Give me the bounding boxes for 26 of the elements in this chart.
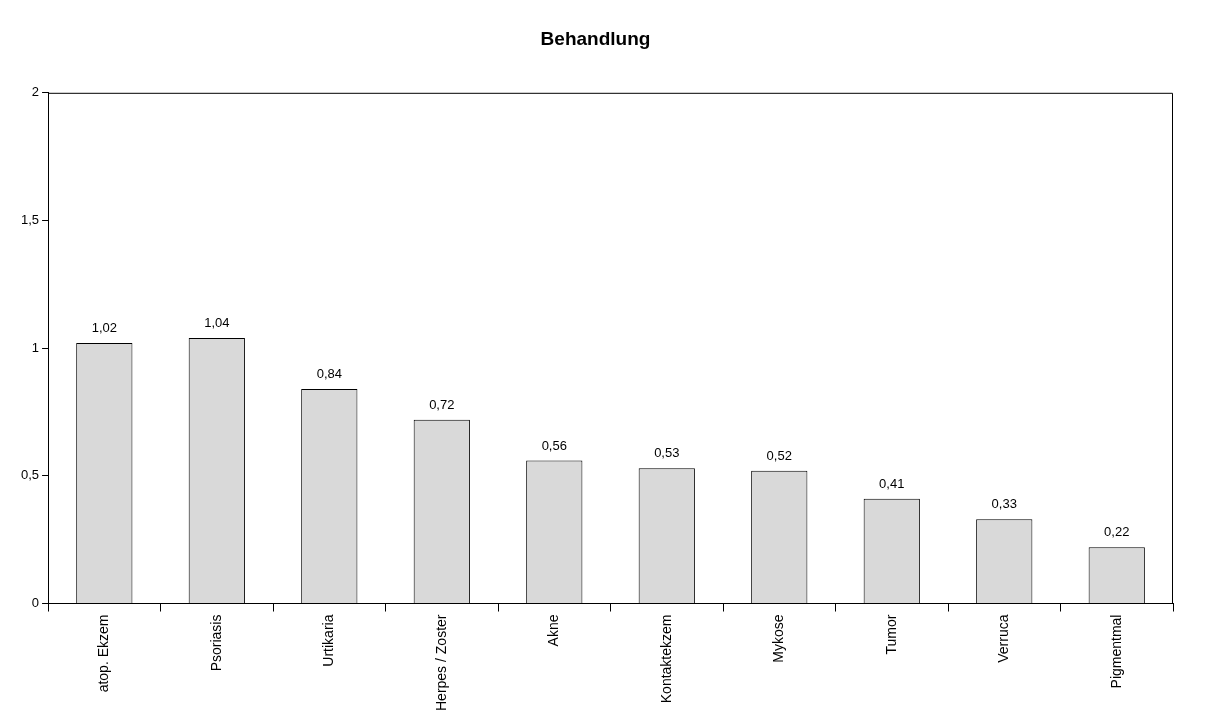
x-tick-label: Kontaktekzem (657, 614, 674, 704)
x-tick-label: Mykose (770, 614, 787, 663)
x-tick-label: Herpes / Zoster (432, 614, 449, 712)
x-tick-label: atop. Ekzem (95, 614, 112, 693)
x-tick-label: Akne (545, 614, 562, 647)
data-label: 0,56 (541, 437, 567, 453)
x-tick-label: Pigmentmal (1107, 614, 1124, 689)
y-tick-label: 1 (31, 339, 40, 355)
data-label: 0,33 (991, 496, 1017, 512)
x-tick-label: Psoriasis (207, 614, 224, 672)
y-tick-label: 0,5 (20, 467, 40, 483)
data-label: 1,02 (91, 320, 117, 336)
data-label: 0,41 (879, 475, 905, 491)
y-tick-label: 1,5 (20, 212, 40, 228)
x-tick-label: Verruca (995, 614, 1012, 663)
data-label: 1,04 (204, 315, 230, 331)
chart-title: Behandlung (540, 27, 651, 49)
data-label: 0,52 (766, 447, 792, 463)
data-label: 0,22 (1104, 524, 1130, 540)
data-label: 0,72 (429, 396, 455, 412)
y-tick-label: 0 (31, 595, 40, 611)
data-label: 0,84 (316, 366, 342, 382)
x-tick-label: Urtikaria (320, 614, 337, 667)
y-tick-label: 2 (31, 84, 40, 100)
data-label: 0,53 (654, 445, 680, 461)
x-tick-label: Tumor (882, 614, 899, 655)
